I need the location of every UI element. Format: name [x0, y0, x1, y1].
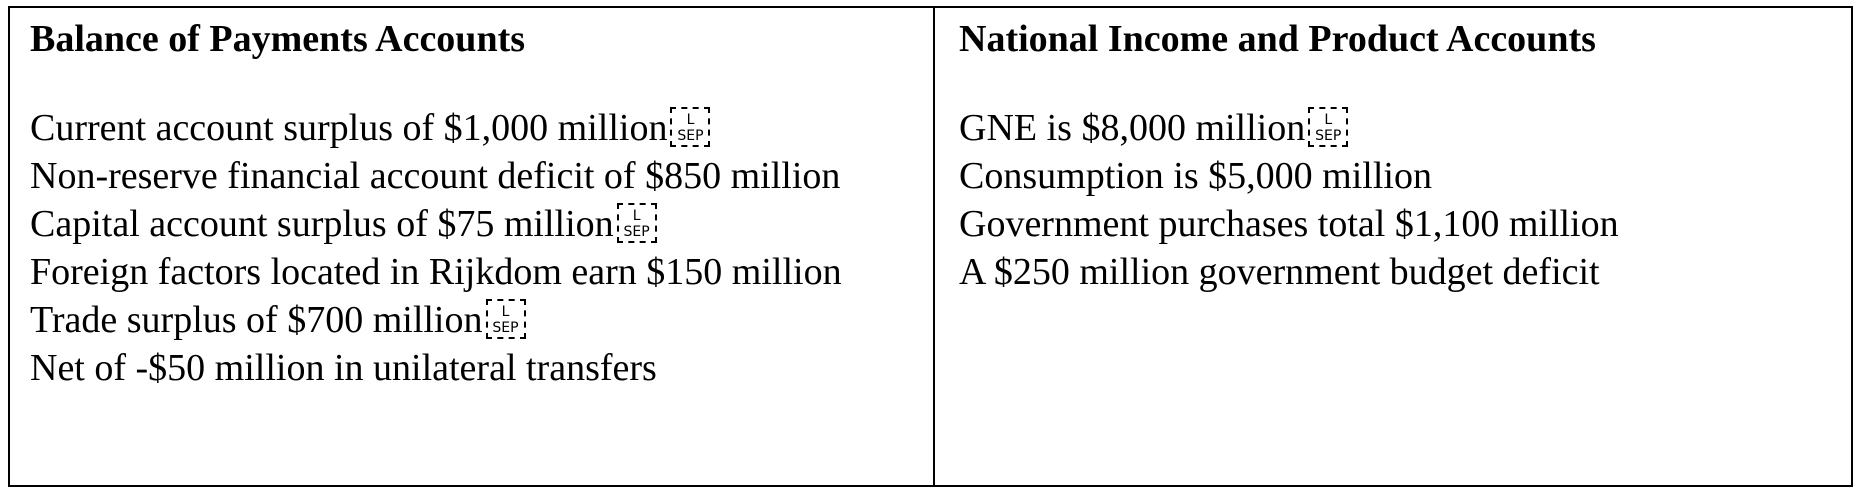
left-line-4: Foreign factors located in Rijkdom earn … [30, 251, 842, 293]
sep-icon: L SEP [485, 299, 526, 340]
accounts-table: Balance of Payments Accounts Current acc… [8, 6, 1853, 487]
sep-icon: L SEP [1308, 107, 1349, 148]
sep-icon: L SEP [670, 107, 711, 148]
left-line-2: Non-reserve financial account deficit of… [30, 155, 841, 197]
right-line-4: A $250 million government budget deficit [959, 251, 1600, 293]
left-line-5: Trade surplus of $700 million L SEP [30, 296, 850, 344]
right-line-2: Consumption is $5,000 million [959, 155, 1432, 197]
left-line-3: Capital account surplus of $75 million L S… [30, 200, 850, 248]
balance-of-payments-heading: Balance of Payments Accounts [30, 18, 526, 60]
balance-of-payments-column: Balance of Payments Accounts Current acc… [10, 8, 935, 485]
right-line-1: GNE is $8,000 million L SEP [959, 104, 1841, 152]
left-line-1: Current account surplus of $1,000 millio… [30, 104, 850, 152]
left-line-6: Net of -$50 million in unilateral transf… [30, 347, 657, 389]
sep-icon: L SEP [616, 203, 657, 244]
national-income-heading: National Income and Product Accounts [959, 18, 1596, 60]
right-line-3: Government purchases total $1,100 millio… [959, 203, 1619, 245]
national-income-column: National Income and Product Accounts GNE… [935, 8, 1851, 485]
